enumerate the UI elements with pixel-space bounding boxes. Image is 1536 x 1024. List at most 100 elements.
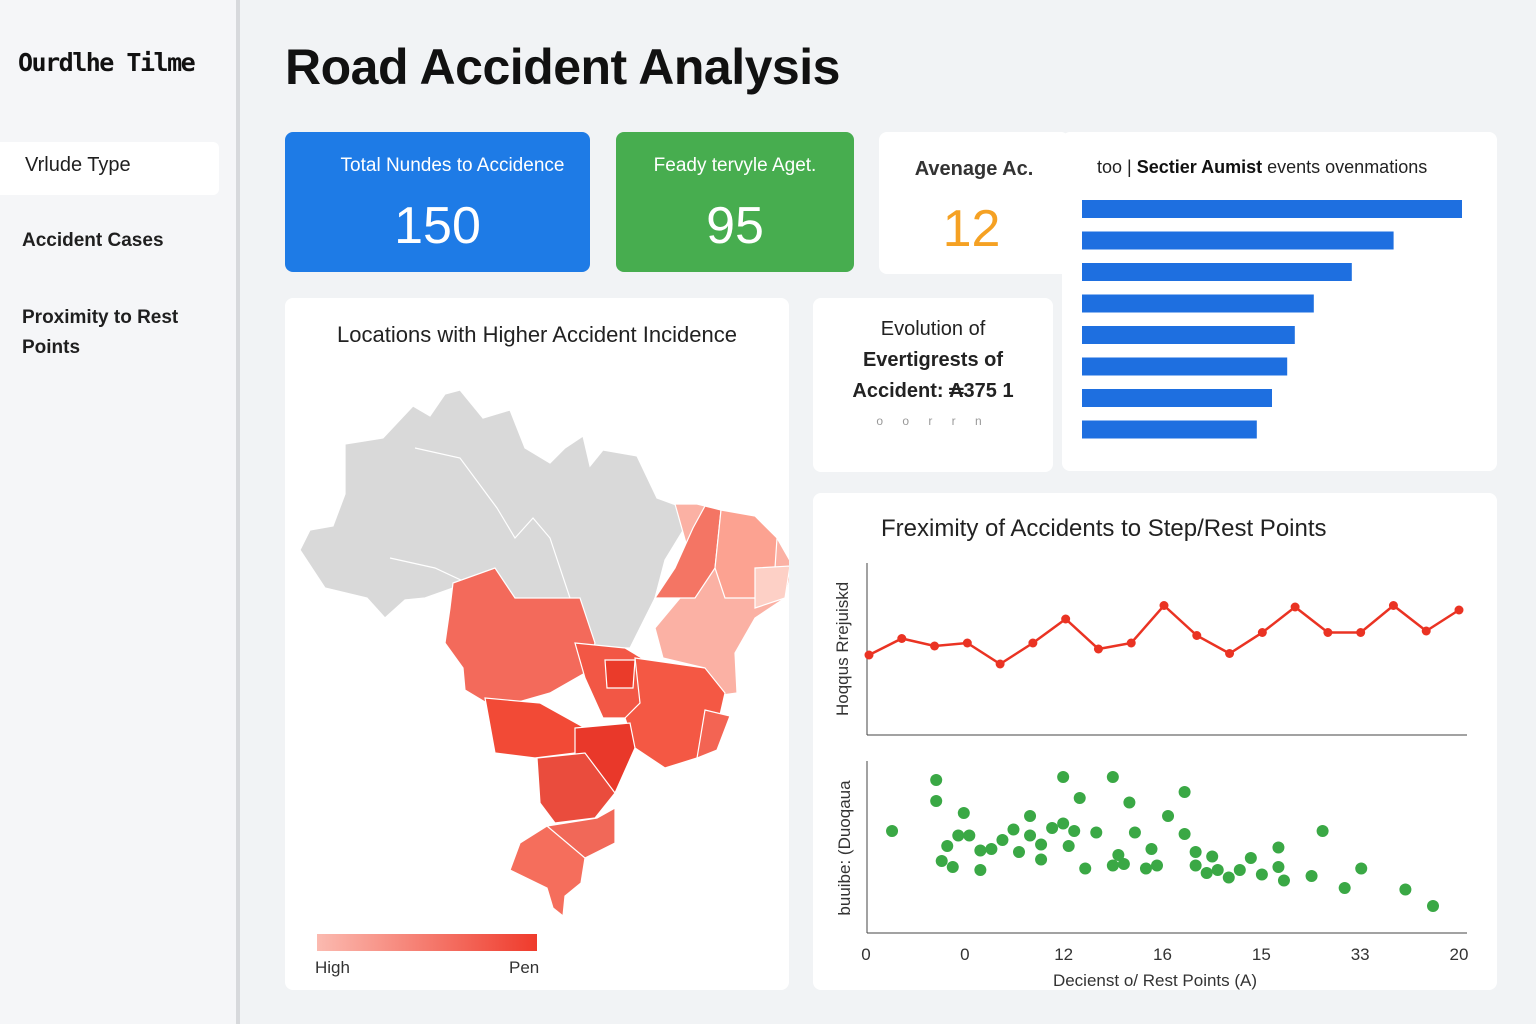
kpi-age-label: Feady tervyle Aget. (653, 155, 817, 176)
scatter-point-42 (1206, 850, 1219, 863)
scatter-point-23 (1068, 825, 1081, 837)
scatter-point-14 (1013, 846, 1025, 858)
scatter-point-4 (941, 840, 954, 852)
line-point-14 (1323, 628, 1333, 637)
evolution-title-line2: Evertigrests of (862, 349, 1004, 371)
line-point-4 (995, 659, 1005, 669)
scatter-point-48 (1272, 841, 1285, 854)
scatter-point-30 (1117, 858, 1130, 870)
scatter-point-20 (1057, 771, 1070, 783)
scatter-point-19 (1046, 822, 1059, 834)
bar-6 (1082, 389, 1272, 407)
scatter-point-52 (1316, 825, 1329, 837)
line-point-11 (1225, 649, 1235, 658)
line-point-8 (1126, 638, 1136, 648)
scatter-point-6 (946, 861, 959, 873)
scatter-point-38 (1178, 828, 1191, 840)
scatter-point-12 (996, 834, 1009, 846)
kpi-total-value: 150 (394, 197, 481, 255)
scatter-point-15 (1024, 829, 1037, 842)
line-point-2 (930, 641, 940, 651)
scatter-point-25 (1079, 862, 1092, 875)
map-region-north[interactable] (299, 389, 688, 649)
line-chart-y-label: Hoqqus Rrejuiskd (833, 581, 852, 716)
line-point-1 (897, 634, 907, 643)
line-point-10 (1192, 631, 1202, 640)
map-legend-gradient (317, 934, 537, 951)
scatter-point-55 (1399, 883, 1412, 896)
x-tick-label-6: 20 (1450, 945, 1469, 964)
line-point-13 (1290, 602, 1300, 612)
line-series (868, 603, 1460, 666)
evolution-title-line1: Evolution of (880, 318, 986, 340)
scatter-point-22 (1062, 840, 1075, 852)
app-logo: Ourdlhe Tilme (18, 48, 196, 77)
scatter-point-28 (1106, 859, 1119, 872)
kpi-average-value: 12 (942, 200, 1001, 258)
kpi-age-card: Feady tervyle Aget. 95 (616, 132, 854, 272)
scatter-point-29 (1112, 849, 1125, 861)
line-point-15 (1356, 628, 1366, 637)
map-region-northeast[interactable] (653, 503, 789, 697)
bar-chart (1082, 200, 1462, 439)
scatter-point-33 (1139, 862, 1152, 875)
line-point-3 (962, 638, 972, 648)
sidebar-item-accident-cases[interactable]: Accident Cases (22, 230, 164, 251)
scatter-point-51 (1305, 870, 1318, 882)
line-point-18 (1454, 605, 1464, 615)
bar-2 (1082, 263, 1352, 281)
scatter-point-50 (1277, 874, 1290, 887)
scatter-point-27 (1106, 771, 1119, 783)
kpi-age-value: 95 (706, 197, 764, 255)
scatter-point-54 (1355, 862, 1368, 875)
x-tick-label-2: 12 (1054, 945, 1073, 964)
scatter-point-5 (952, 829, 965, 842)
map-region-southeast[interactable] (484, 657, 731, 799)
line-point-5 (1028, 638, 1038, 648)
scatter-point-44 (1222, 871, 1235, 884)
scatter-point-9 (974, 844, 987, 857)
scatter-point-17 (1035, 838, 1048, 851)
x-tick-label-3: 16 (1153, 945, 1172, 964)
scatter-point-36 (1162, 810, 1175, 822)
scatter-point-39 (1189, 846, 1202, 858)
sidebar-item-proximity[interactable]: Proximity to Rest Points (22, 307, 179, 358)
scatter-point-46 (1244, 852, 1257, 864)
bar-chart-title: too | Sectier Aumist events ovenmations (1097, 157, 1427, 178)
scatter-point-40 (1189, 859, 1202, 872)
bar-title-prefix: too | (1097, 157, 1132, 177)
proximity-title: Freximity of Accidents to Step/Rest Poin… (881, 515, 1327, 542)
line-point-17 (1421, 626, 1431, 636)
x-tick-label-0: 0 (861, 945, 870, 964)
kpi-average-label: Avenage Ac. (914, 158, 1034, 180)
bar-1 (1082, 231, 1394, 250)
bar-title-bold: Sectier Aumist (1136, 157, 1263, 177)
kpi-total-card: Total Nundes to Accidence 150 (285, 132, 590, 272)
scatter-point-11 (985, 843, 998, 855)
bar-title-suffix: events ovenmations (1267, 157, 1428, 177)
map-card: Locations with Higher Accident Incidence (285, 298, 789, 990)
sidebar: Ourdlhe Tilme Vrlude Type Accident Cases… (0, 0, 240, 1024)
map-region-south[interactable] (509, 752, 616, 918)
scatter-point-26 (1090, 826, 1103, 839)
scatter-point-18 (1035, 853, 1048, 866)
map-legend-high-label: Pen (509, 958, 540, 977)
scatter-point-31 (1123, 796, 1136, 809)
page-title: Road Accident Analysis (285, 39, 840, 95)
line-point-12 (1257, 628, 1267, 637)
scatter-point-3 (935, 855, 948, 867)
map-title: Locations with Higher Accident Incidence (337, 322, 737, 347)
scatter-point-45 (1233, 864, 1246, 876)
sidebar-item-vehicle-type[interactable]: Vrlude Type (0, 142, 219, 195)
evolution-title: Evolution of Evertigrests of Accident: ₳… (813, 314, 1053, 407)
x-tick-label-4: 15 (1252, 945, 1271, 964)
line-point-9 (1159, 601, 1169, 610)
bar-chart-card: too | Sectier Aumist events ovenmations (1062, 132, 1497, 471)
line-point-0 (864, 650, 874, 660)
x-tick-label-1: 0 (960, 945, 969, 964)
scatter-point-43 (1211, 864, 1224, 876)
line-point-16 (1388, 601, 1398, 610)
evolution-title-line3: Accident: ₳375 1 (852, 380, 1014, 402)
brazil-map (299, 389, 789, 918)
scatter-point-53 (1338, 882, 1351, 894)
